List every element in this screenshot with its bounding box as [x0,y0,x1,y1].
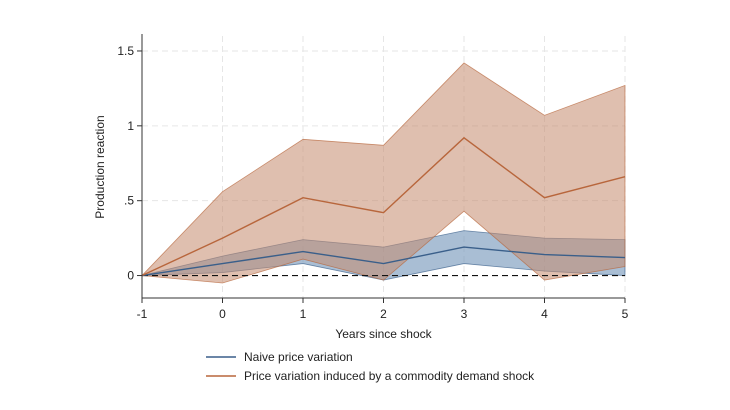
y-axis-label: Production reaction [93,115,107,218]
series-lines [141,136,626,277]
series-line-commodity-shock [141,136,626,277]
x-tick-labels: -1 0 1 2 3 4 5 [137,298,629,321]
legend: Naive price variation Price variation ind… [206,350,535,383]
y-tick-label: .5 [124,194,134,208]
y-tick-labels: 0 .5 1 1.5 [117,44,142,283]
x-tick-label: 5 [622,307,629,321]
x-axis-label: Years since shock [335,327,432,341]
y-tick-label: 1.5 [117,44,134,58]
legend-label: Naive price variation [244,350,353,364]
confidence-bands [141,62,626,284]
x-tick-label: 0 [219,307,226,321]
x-tick-label: 4 [541,307,548,321]
x-tick-label: -1 [137,307,148,321]
y-tick-label: 1 [127,119,134,133]
legend-label: Price variation induced by a commodity d… [244,369,535,383]
series-line-naive [141,246,626,277]
x-tick-label: 3 [461,307,468,321]
x-tick-label: 1 [300,307,307,321]
y-tick-label: 0 [127,269,134,283]
confidence-band-commodity-shock [141,62,626,284]
x-tick-label: 2 [380,307,387,321]
